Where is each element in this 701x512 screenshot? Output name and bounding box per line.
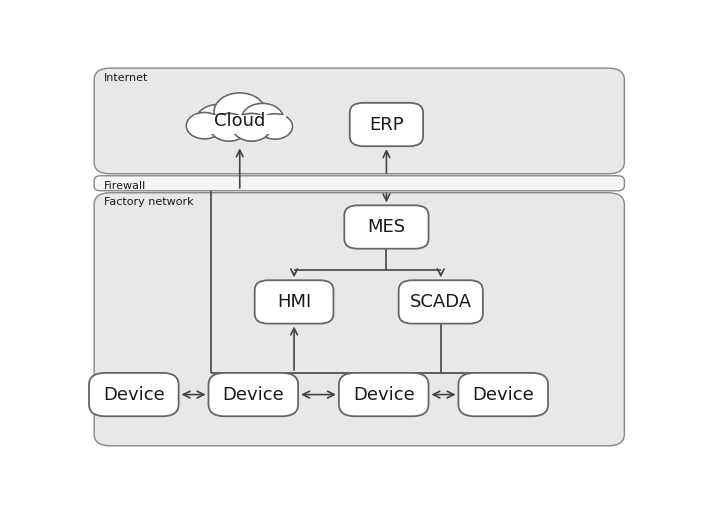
Text: Device: Device	[472, 386, 534, 403]
Text: Device: Device	[353, 386, 414, 403]
FancyBboxPatch shape	[254, 280, 334, 324]
Circle shape	[196, 104, 240, 137]
Text: ERP: ERP	[369, 116, 404, 134]
Circle shape	[212, 92, 267, 132]
FancyBboxPatch shape	[193, 115, 286, 134]
Circle shape	[240, 102, 285, 135]
Text: Firewall: Firewall	[104, 181, 147, 190]
Circle shape	[214, 93, 266, 130]
Text: MES: MES	[367, 218, 405, 236]
FancyBboxPatch shape	[89, 373, 179, 416]
Text: SCADA: SCADA	[409, 293, 472, 311]
FancyBboxPatch shape	[339, 373, 428, 416]
Text: Cloud: Cloud	[214, 112, 266, 130]
Circle shape	[210, 113, 248, 141]
Circle shape	[186, 113, 223, 139]
FancyBboxPatch shape	[208, 373, 298, 416]
FancyBboxPatch shape	[344, 205, 428, 249]
FancyBboxPatch shape	[94, 176, 625, 191]
Text: Device: Device	[222, 386, 284, 403]
FancyBboxPatch shape	[350, 103, 423, 146]
FancyBboxPatch shape	[94, 68, 625, 174]
Text: Factory network: Factory network	[104, 198, 193, 207]
Circle shape	[194, 103, 242, 138]
Text: Device: Device	[103, 386, 165, 403]
Circle shape	[256, 113, 294, 140]
Text: HMI: HMI	[277, 293, 311, 311]
Circle shape	[184, 111, 224, 140]
Circle shape	[242, 103, 284, 134]
Text: Internet: Internet	[104, 73, 149, 83]
Circle shape	[208, 112, 250, 142]
Circle shape	[257, 114, 292, 139]
FancyBboxPatch shape	[458, 373, 548, 416]
Circle shape	[233, 113, 271, 141]
Circle shape	[231, 112, 273, 142]
FancyBboxPatch shape	[399, 280, 483, 324]
FancyBboxPatch shape	[94, 193, 625, 446]
